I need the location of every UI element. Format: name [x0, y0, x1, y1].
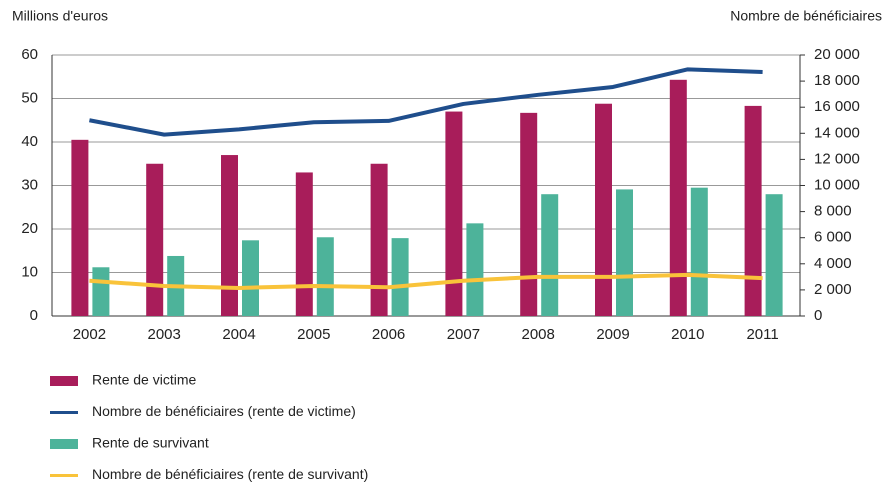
y2-tick-label: 4 000: [814, 255, 852, 272]
y2-tick-label: 20 000: [814, 46, 860, 63]
y2-tick-label: 16 000: [814, 98, 860, 115]
bar: [595, 103, 612, 316]
legend-label: Nombre de bénéficiaires (rente de surviv…: [92, 466, 368, 482]
x-tick-label: 2007: [447, 326, 480, 343]
bar: [295, 172, 313, 316]
bar: [92, 267, 110, 316]
bar: [744, 105, 762, 317]
bar: [690, 187, 708, 316]
bar: [316, 237, 334, 316]
bar: [445, 111, 463, 316]
bar: [616, 189, 633, 316]
x-tick-label: 2010: [671, 326, 704, 343]
x-tick-label: 2003: [148, 326, 181, 343]
bar: [146, 163, 164, 316]
bar: [466, 223, 484, 316]
bar: [669, 79, 687, 316]
x-tick-label: 2002: [73, 326, 106, 343]
bar: [242, 240, 259, 316]
y2-tick-label: 2 000: [814, 281, 852, 298]
line: [89, 272, 763, 290]
legend-swatch: [50, 376, 78, 386]
bar: [541, 194, 559, 316]
bar: [370, 163, 388, 316]
y2-tick-label: 6 000: [814, 229, 852, 246]
y2-tick-label: 18 000: [814, 72, 860, 89]
x-tick-label: 2011: [746, 326, 778, 343]
y2-tick-label: 10 000: [814, 176, 860, 193]
y2-tick-label: 14 000: [814, 124, 860, 141]
y-tick-label: 60: [21, 46, 38, 63]
y-tick-label: 40: [21, 133, 38, 150]
legend-label: Nombre de bénéficiaires (rente de victim…: [92, 403, 356, 419]
x-tick-label: 2008: [522, 326, 555, 343]
bar: [71, 139, 89, 316]
y-axis-title: Millions d'euros: [12, 8, 108, 24]
x-tick-label: 2004: [222, 326, 255, 343]
y-tick-label: 50: [21, 89, 38, 106]
legend-swatch: [50, 439, 78, 449]
y-tick-label: 30: [21, 176, 38, 193]
bar: [391, 238, 409, 316]
bar: [765, 194, 783, 316]
y2-tick-label: 0: [814, 307, 822, 324]
legend-label: Rente de survivant: [92, 435, 209, 451]
line: [89, 67, 763, 137]
y2-tick-label: 8 000: [814, 203, 852, 220]
x-tick-label: 2006: [372, 326, 405, 343]
x-tick-label: 2005: [297, 326, 330, 343]
legend-label: Rente de victime: [92, 372, 196, 388]
y-tick-label: 10: [21, 263, 38, 280]
y2-axis-title: Nombre de bénéficiaires: [730, 8, 882, 24]
y-tick-label: 20: [21, 220, 38, 237]
x-tick-label: 2009: [596, 326, 629, 343]
y2-tick-label: 12 000: [814, 150, 860, 167]
y-tick-label: 0: [30, 307, 38, 324]
bar: [221, 155, 238, 316]
bar: [520, 112, 538, 316]
